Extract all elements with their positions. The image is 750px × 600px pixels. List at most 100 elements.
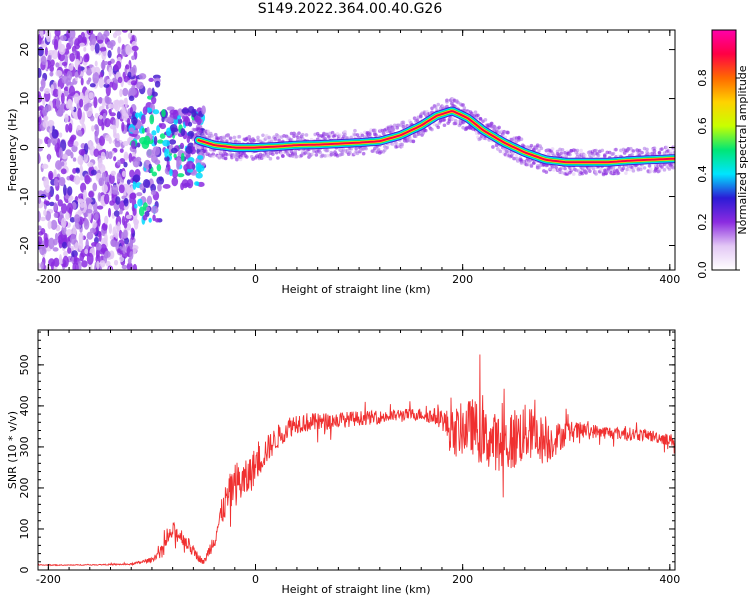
spectrogram-ridge-band [197, 110, 675, 164]
spectrogram-cell [148, 163, 152, 170]
spectrogram-cell [162, 139, 170, 147]
spectrogram-cell [273, 137, 278, 142]
spectrogram-cell [609, 168, 613, 173]
spectrogram-cell [53, 169, 57, 178]
spectrogram-cell [113, 156, 117, 162]
spectrogram-cell [51, 129, 59, 139]
spectrogram-cell [131, 140, 136, 149]
spectrogram-cell [58, 147, 63, 160]
spectrogram-cell [552, 168, 556, 172]
spectrogram-cell [127, 71, 132, 78]
snr-x-axis-label: Height of straight line (km) [281, 583, 430, 596]
spectrogram-cell [141, 127, 145, 134]
spectrogram-cell [45, 184, 51, 194]
spectrogram-cell [38, 196, 41, 204]
spectrogram-cell [91, 125, 95, 132]
spectrogram-cell [68, 197, 72, 203]
spectrogram-x-tick-label: 0 [252, 273, 259, 286]
spectrogram-cell [158, 123, 163, 128]
spectrogram-cell [462, 106, 467, 110]
spectrogram-cell [45, 264, 51, 270]
spectrogram-cell [53, 38, 59, 50]
spectrogram-cell [196, 181, 200, 186]
spectrogram-cell [114, 140, 121, 148]
spectrogram-cell [58, 254, 63, 266]
spectrogram-cell [119, 208, 123, 215]
spectrogram-y-tick-label: -20 [18, 237, 31, 255]
spectrogram-cell [152, 109, 160, 115]
spectrogram-cell [196, 116, 202, 126]
spectrogram-cell [57, 39, 62, 52]
spectrogram-cell [55, 160, 62, 170]
spectrogram-cell [300, 137, 305, 141]
spectrogram-cell [142, 178, 151, 188]
spectrogram-cell [394, 140, 398, 145]
spectrogram-cell [506, 130, 510, 135]
spectrogram-cell [38, 67, 42, 78]
spectrogram-cell [96, 205, 104, 210]
spectrogram-cell [560, 148, 565, 152]
spectrogram-cell [66, 70, 73, 81]
spectrogram-cell [152, 146, 161, 156]
spectrogram-cell [78, 232, 84, 244]
spectrogram-cell [364, 146, 368, 151]
spectrogram-cell [38, 152, 41, 164]
spectrogram-cell [630, 152, 634, 157]
spectrogram-cell [616, 171, 621, 175]
spectrogram-cell [138, 206, 145, 217]
spectrogram-cell [304, 133, 309, 137]
spectrogram-cell [42, 120, 49, 129]
spectrogram-cell [171, 177, 179, 187]
spectrogram-cell [122, 140, 129, 147]
spectrogram-cell [385, 145, 390, 150]
spectrogram-cell [161, 109, 166, 118]
spectrogram-cell [136, 81, 144, 90]
spectrogram-cell [180, 152, 185, 162]
spectrogram-cell [119, 148, 124, 153]
spectrogram-cell [74, 71, 79, 78]
spectrogram-cell [113, 103, 119, 110]
spectrogram-cell [268, 156, 273, 161]
spectrogram-cell [201, 105, 206, 115]
spectrogram-cell [276, 156, 280, 160]
spectrogram-cell [79, 98, 84, 108]
spectrogram-cell [40, 216, 46, 222]
spectrogram-cell [89, 227, 97, 234]
spectrogram-cell [65, 149, 72, 157]
spectrogram-cell [60, 92, 65, 104]
spectrogram-cell [197, 155, 204, 160]
spectrogram-cell [125, 214, 132, 219]
spectrogram-cell [92, 221, 97, 229]
snr-frame [37, 329, 676, 571]
spectrogram-cell [223, 156, 228, 161]
spectrogram-cell [61, 241, 68, 249]
spectrogram-cell [93, 96, 98, 109]
spectrogram-cell [203, 149, 208, 154]
spectrogram-cell [72, 224, 77, 237]
spectrogram-cell [67, 37, 72, 42]
spectrogram-cell [132, 263, 138, 270]
spectrogram-cell [63, 250, 68, 257]
spectrogram-cell [167, 117, 174, 124]
spectrogram-cell [38, 225, 42, 231]
spectrogram-cell [631, 149, 636, 153]
spectrogram-cell [186, 135, 191, 144]
spectrogram-cell [401, 120, 406, 125]
spectrogram-cell [539, 146, 544, 151]
spectrogram-cell [113, 210, 120, 217]
spectrogram-cell [267, 135, 271, 140]
spectrogram-cell [210, 134, 214, 138]
spectrogram-cell [116, 172, 121, 183]
spectrogram-cell [668, 149, 673, 153]
spectrogram-cell [121, 170, 126, 178]
spectrogram-cell [140, 114, 146, 125]
snr-y-tick-label: 0 [18, 567, 31, 574]
spectrogram-cell [82, 189, 87, 202]
spectrogram-cell [177, 173, 185, 178]
page-title: S149.2022.364.00.40.G26 [257, 1, 443, 17]
spectrogram-cell [652, 146, 657, 150]
spectrogram-cell [50, 59, 55, 67]
spectrogram-cell [109, 235, 114, 240]
spectrogram-cell [57, 86, 62, 99]
spectrogram-cell [600, 148, 605, 153]
